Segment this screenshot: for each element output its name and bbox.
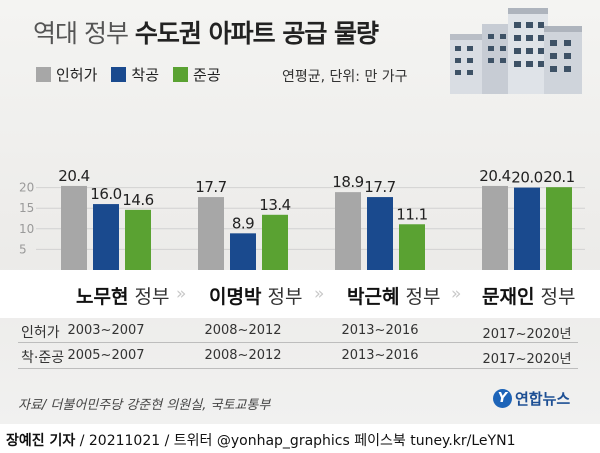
- bar: [367, 197, 393, 270]
- row-label: 착·준공: [21, 350, 65, 366]
- period-cell: 2017~2020년: [482, 352, 572, 367]
- credit-line: 장예진 기자 / 20211021 / 트위터 @yonhap_graphics…: [6, 430, 515, 450]
- bar: [514, 187, 540, 270]
- period-cell: 2008~2012: [204, 348, 282, 363]
- yonhap-logo: Y 연합뉴스: [493, 388, 570, 409]
- bar: [335, 192, 361, 270]
- bar-value-label: 20.4: [479, 167, 510, 185]
- chart-title: 역대 정부 수도권 아파트 공급 물량: [33, 14, 379, 50]
- bar: [198, 197, 224, 270]
- legend-label: 착공: [131, 66, 160, 84]
- credit-rest: / 20211021 / 트위터 @yonhap_graphics 페이스북 t…: [75, 433, 516, 449]
- government-row: 노무현 정부 » 이명박 정부 » 박근혜 정부 » 문재인 정부: [0, 270, 600, 318]
- bar-value-label: 20.0: [511, 169, 542, 187]
- government-name: 문재인: [482, 286, 535, 308]
- legend-swatch: [173, 67, 189, 82]
- bar: [399, 224, 425, 270]
- bar: [230, 233, 256, 270]
- government-name: 노무현: [76, 286, 129, 308]
- period-cell: 2008~2012: [204, 323, 282, 338]
- government-suffix: 정부: [134, 286, 170, 308]
- bar: [93, 204, 119, 270]
- bar-value-label: 8.9: [232, 214, 254, 232]
- logo-text: 연합뉴스: [515, 390, 571, 408]
- government-suffix: 정부: [267, 286, 303, 308]
- bar: [262, 214, 288, 270]
- chevron-right-icon: »: [451, 284, 462, 304]
- bar-value-label: 14.6: [122, 191, 153, 209]
- government-label: 문재인 정부: [482, 282, 575, 309]
- legend-item-starts: 착공: [111, 64, 159, 85]
- bar: [482, 185, 508, 270]
- bar-value-label: 20.4: [58, 167, 89, 185]
- divider: [18, 342, 578, 343]
- apartment-buildings-icon: [450, 8, 582, 94]
- legend-item-completions: 준공: [173, 64, 221, 85]
- y-tick-label: 15: [19, 201, 34, 215]
- period-row-starts: 착·준공 2005~2007 2008~2012 2013~2016 2017~…: [0, 343, 600, 367]
- chevron-right-icon: »: [314, 284, 325, 304]
- source-note: 자료/ 더불어민주당 강준현 의원실, 국토교통부: [18, 398, 271, 413]
- period-cell: 2017~2020년: [482, 327, 572, 342]
- legend-item-permits: 인허가: [36, 64, 97, 85]
- chevron-right-icon: »: [176, 284, 187, 304]
- bar: [61, 185, 87, 270]
- government-suffix: 정부: [540, 286, 576, 308]
- period-row-permits: 인허가 2003~2007 2008~2012 2013~2016 2017~2…: [0, 318, 600, 342]
- divider: [18, 368, 578, 369]
- unit-note: 연평균, 단위: 만 가구: [282, 69, 408, 85]
- legend: 인허가 착공 준공: [36, 64, 227, 85]
- government-label: 이명박 정부: [209, 282, 302, 309]
- period-cell: 2003~2007: [67, 323, 145, 338]
- bar-value-label: 16.0: [90, 185, 121, 203]
- bar-value-label: 18.9: [332, 173, 363, 191]
- period-cell: 2005~2007: [67, 348, 145, 363]
- government-suffix: 정부: [405, 286, 441, 308]
- title-light: 역대 정부: [33, 19, 129, 48]
- yonhap-mark-icon: Y: [493, 389, 512, 408]
- bar-value-label: 17.7: [195, 178, 226, 196]
- bar-value-label: 17.7: [364, 178, 395, 196]
- legend-swatch: [111, 67, 127, 82]
- y-tick-label: 20: [19, 181, 34, 195]
- government-label: 노무현 정부: [76, 282, 169, 309]
- bar-value-label: 20.1: [543, 168, 574, 186]
- government-name: 이명박: [209, 286, 262, 308]
- legend-label: 준공: [193, 66, 221, 84]
- period-cell: 2013~2016: [341, 323, 419, 338]
- legend-label: 인허가: [56, 66, 98, 84]
- bar-value-label: 11.1: [396, 205, 427, 223]
- bar: [546, 187, 572, 270]
- author: 장예진 기자: [6, 433, 76, 449]
- legend-swatch: [36, 67, 51, 82]
- y-tick-label: 10: [19, 222, 34, 236]
- bar: [125, 209, 151, 270]
- government-label: 박근혜 정부: [347, 282, 440, 309]
- y-tick-label: 5: [19, 242, 27, 256]
- row-label: 인허가: [21, 325, 60, 341]
- title-bold: 수도권 아파트 공급 물량: [134, 19, 379, 48]
- period-cell: 2013~2016: [341, 348, 419, 363]
- bar-value-label: 13.4: [259, 196, 290, 214]
- government-name: 박근혜: [347, 286, 400, 308]
